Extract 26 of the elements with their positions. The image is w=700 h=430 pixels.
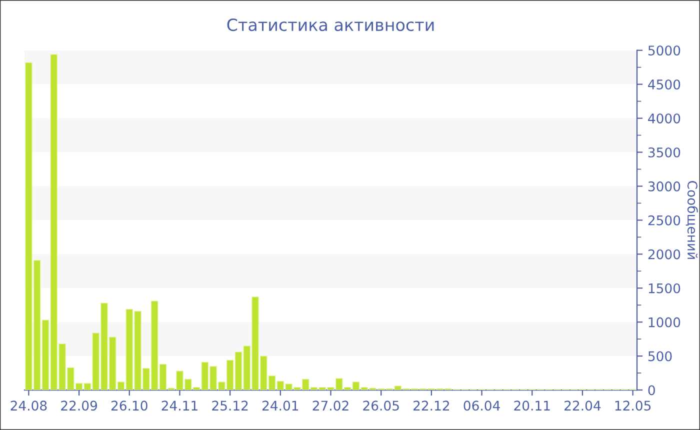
- y-tick-label: 500: [648, 351, 672, 362]
- y-tick-label: 4000: [648, 113, 680, 124]
- x-tick-label: 12.05: [615, 400, 651, 411]
- x-tick-label: 24.01: [262, 400, 298, 411]
- x-tick-label: 06.04: [464, 400, 500, 411]
- y-tick-label: 2000: [648, 249, 680, 260]
- chart-title: Статистика активности: [227, 18, 434, 32]
- y-tick-label: 0: [648, 385, 655, 396]
- x-tick-label: 22.12: [414, 400, 449, 410]
- y-tick-label: 3000: [648, 181, 680, 192]
- x-tick-label: 26.05: [363, 400, 399, 411]
- x-tick-label: 22.04: [564, 400, 601, 411]
- y-tick-label: 4500: [648, 80, 680, 90]
- x-tick-label: 25.12: [212, 400, 248, 411]
- x-tick-label: 24.08: [10, 400, 47, 411]
- y-tick-label: 5000: [648, 46, 680, 56]
- y-tick-label: 2500: [648, 215, 680, 226]
- x-tick-label: 20.11: [514, 400, 550, 411]
- x-tick-label: 24.11: [162, 400, 198, 410]
- y-tick-label: 1000: [648, 317, 680, 328]
- x-tick-label: 22.09: [61, 400, 97, 411]
- y-tick-label: 3500: [648, 147, 680, 158]
- x-tick-label: 27.02: [312, 400, 348, 411]
- y-tick-label: 1500: [648, 283, 680, 294]
- y-axis-title: Сообщений: [686, 180, 698, 259]
- x-tick-label: 26.10: [111, 400, 148, 411]
